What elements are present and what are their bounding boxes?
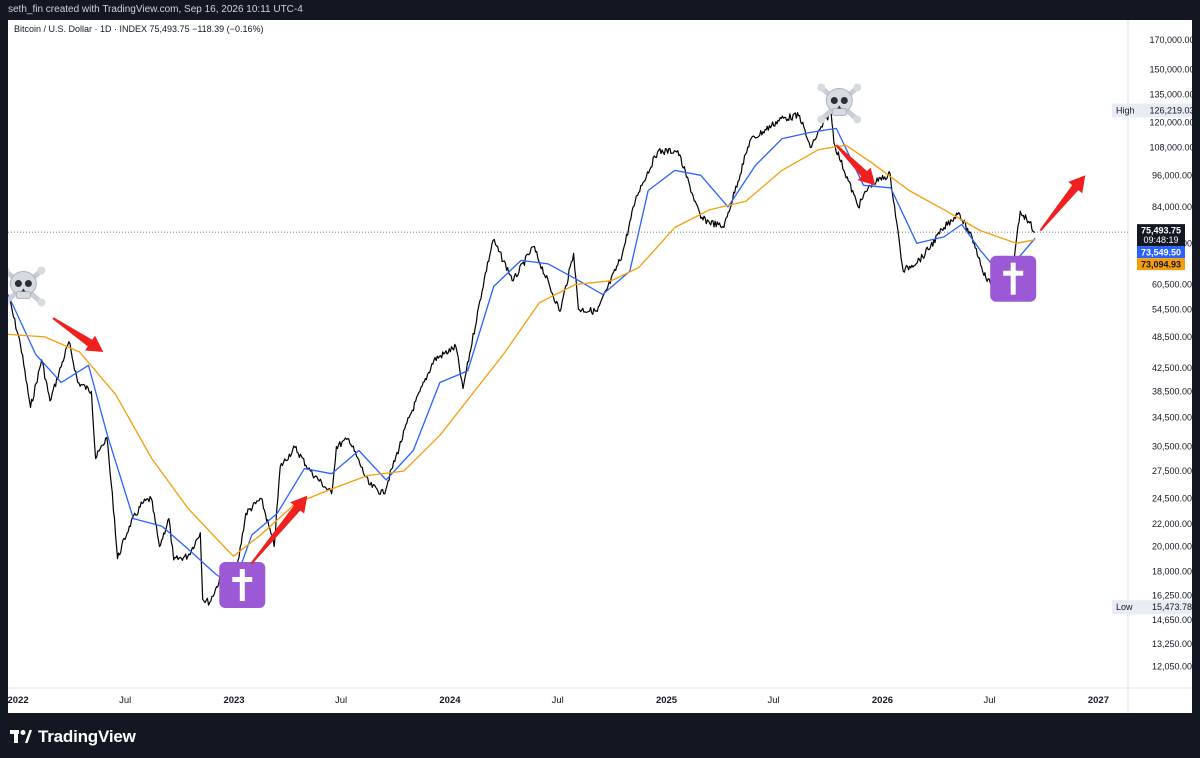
- y-tick-label: 96,000.00: [1152, 170, 1192, 180]
- skull-eye: [830, 97, 838, 104]
- skull-nose: [21, 288, 26, 292]
- bone-end: [853, 115, 862, 124]
- bone-end: [37, 266, 46, 275]
- y-tick-label: 22,000.00: [1152, 519, 1192, 529]
- y-tick-label: 14,650.00: [1152, 615, 1192, 625]
- header-bar: seth_fin created with TradingView.com, S…: [0, 0, 1200, 20]
- x-tick-label: 2023: [223, 695, 244, 706]
- red-arrow-down: [835, 144, 876, 186]
- y-tick-label: 54,500.00: [1152, 304, 1192, 314]
- y-tick-label: 18,000.00: [1152, 566, 1192, 576]
- x-tick-label: 2022: [8, 695, 29, 706]
- y-tick-label: 84,000.00: [1152, 202, 1192, 212]
- header-text: seth_fin created with TradingView.com, S…: [8, 4, 303, 15]
- high-low-label: High: [1116, 105, 1135, 115]
- y-tick-label: 24,500.00: [1152, 493, 1192, 503]
- cross-horizontal: [232, 577, 253, 582]
- cross-vertical: [239, 569, 245, 601]
- cross-vertical: [1010, 262, 1016, 295]
- y-tick-label: 13,250.00: [1152, 639, 1192, 649]
- tradingview-logo[interactable]: TradingView: [10, 727, 136, 747]
- bone-end: [8, 299, 10, 306]
- skull-eye: [14, 280, 22, 287]
- arrow-shape: [1039, 175, 1086, 232]
- tradingview-logo-icon: [10, 730, 32, 743]
- price-label-bg-blue: [1137, 246, 1185, 259]
- y-tick-label: 20,000.00: [1152, 542, 1192, 552]
- arrow-shape: [835, 144, 876, 186]
- skull-eye: [840, 97, 848, 104]
- y-tick-label: 120,000.00: [1149, 117, 1192, 127]
- x-tick-label: 2026: [872, 695, 893, 706]
- latin-cross-icon: [219, 562, 266, 608]
- price-label-bg-last: [1137, 224, 1185, 247]
- series-ma_orange: [8, 144, 1036, 557]
- bone-end: [853, 83, 862, 92]
- high-low-badge: [1112, 600, 1192, 615]
- high-low-value: 15,473.78: [1152, 602, 1192, 612]
- price-label-orange: 73,094.93: [1141, 260, 1181, 270]
- high-low-badge: [1112, 103, 1192, 118]
- x-tick-label: Jul: [119, 695, 131, 706]
- cross-horizontal: [1003, 270, 1024, 276]
- y-tick-label: 108,000.00: [1149, 142, 1192, 152]
- x-tick-label: Jul: [335, 695, 347, 706]
- chart-area[interactable]: 170,000.00 150,000.00 135,000.00 120,000.00…: [8, 20, 1192, 713]
- y-tick-label: 48,500.00: [1152, 332, 1192, 342]
- footer-bar: TradingView: [0, 713, 1200, 758]
- x-tick-label: Jul: [552, 695, 564, 706]
- skull-eye: [24, 280, 32, 287]
- bone-end: [817, 115, 826, 124]
- red-arrow-down: [52, 317, 104, 353]
- price-label-last: 75,493.75: [1141, 226, 1181, 236]
- x-tick-label: 2024: [439, 695, 461, 706]
- skull-nose: [837, 105, 842, 109]
- latin-cross-icon: [990, 255, 1037, 302]
- price-label-bg-orange: [1137, 258, 1185, 271]
- high-low-value: 126,219.03: [1149, 105, 1192, 115]
- y-tick-label: 170,000.00: [1149, 35, 1192, 45]
- red-arrow-up: [1039, 175, 1086, 232]
- bone-end: [37, 298, 46, 307]
- bone-end: [8, 267, 10, 274]
- y-tick-label: 150,000.00: [1149, 65, 1192, 75]
- price-chart[interactable]: 170,000.00 150,000.00 135,000.00 120,000.00…: [8, 20, 1192, 713]
- series-ma_blue: [8, 127, 1036, 588]
- skull-crossbones-icon: [8, 266, 46, 307]
- y-tick-label: 135,000.00: [1149, 90, 1192, 100]
- red-arrow-up: [250, 495, 308, 565]
- skull-crossbones-icon: [817, 83, 862, 124]
- skull-jaw: [15, 291, 31, 299]
- x-tick-label: 2027: [1088, 695, 1109, 706]
- x-tick-label: Jul: [768, 695, 780, 706]
- y-tick-label: 16,250.00: [1152, 591, 1192, 601]
- x-tick-label: Jul: [983, 695, 995, 706]
- price-label-blue: 73,549.50: [1141, 248, 1181, 258]
- y-tick-label: 38,500.00: [1152, 387, 1192, 397]
- y-tick-label: 34,500.00: [1152, 412, 1192, 422]
- x-tick-label: 2025: [656, 695, 678, 706]
- tradingview-logo-text: TradingView: [38, 727, 136, 746]
- symbol-line: Bitcoin / U.S. Dollar · 1D · INDEX 75,49…: [14, 24, 264, 34]
- y-tick-label: 30,500.00: [1152, 442, 1192, 452]
- y-tick-label: 27,500.00: [1152, 466, 1192, 476]
- y-tick-label: 60,500.00: [1152, 280, 1192, 290]
- skull-jaw: [831, 108, 847, 116]
- price-label-time: 09:48:19: [1143, 235, 1178, 245]
- high-low-label: Low: [1116, 602, 1133, 612]
- bone-end: [817, 83, 826, 92]
- series-price: [8, 110, 1036, 606]
- arrow-shape: [52, 317, 104, 353]
- arrow-shape: [250, 495, 308, 565]
- y-tick-label: 42,500.00: [1152, 363, 1192, 373]
- y-tick-label: 12,050.00: [1152, 661, 1192, 671]
